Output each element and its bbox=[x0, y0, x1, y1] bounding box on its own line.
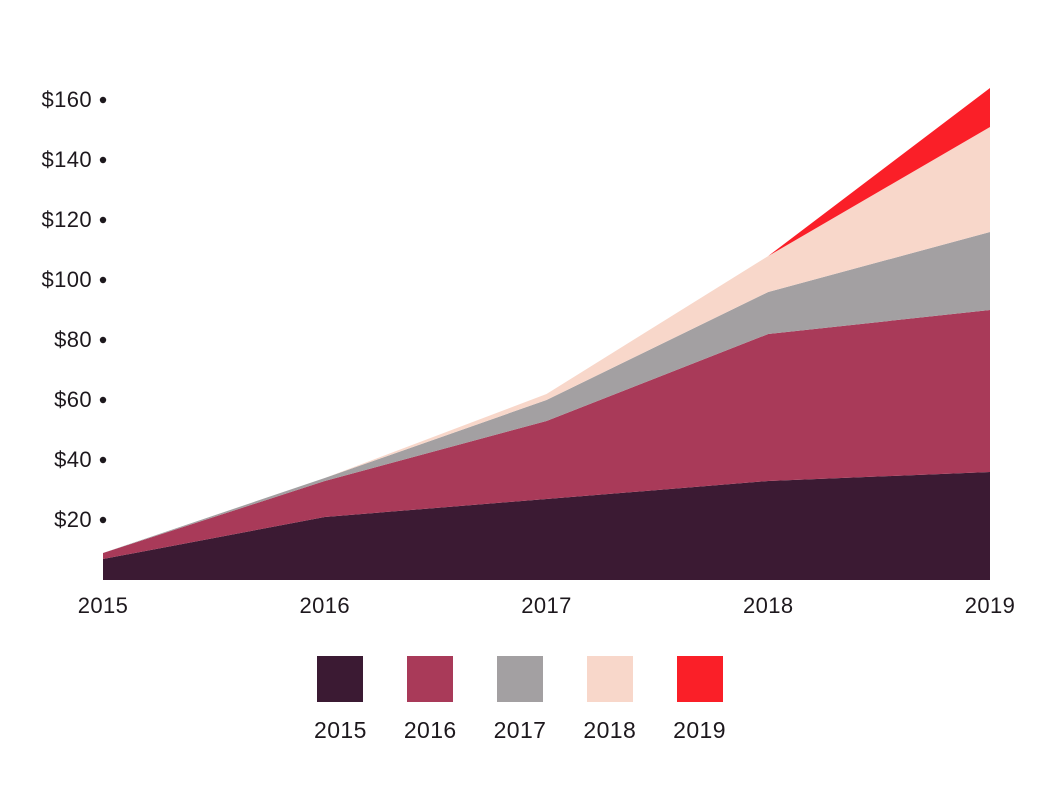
legend-item-2017: 2017 bbox=[494, 656, 547, 744]
legend-item-2019: 2019 bbox=[673, 656, 726, 744]
y-tick-dot bbox=[99, 216, 107, 224]
y-tick-label: $60 bbox=[54, 387, 92, 412]
y-tick-dot bbox=[99, 456, 107, 464]
x-tick-label: 2016 bbox=[299, 593, 351, 618]
legend-swatch-2016 bbox=[407, 656, 454, 702]
legend-item-2018: 2018 bbox=[583, 656, 636, 744]
legend-label: 2016 bbox=[403, 717, 457, 743]
x-tick-label: 2018 bbox=[742, 593, 794, 618]
y-tick-label: $120 bbox=[41, 207, 92, 232]
y-tick-dot bbox=[99, 516, 107, 524]
legend-label: 2015 bbox=[314, 717, 367, 743]
x-tick-label: 2017 bbox=[521, 593, 572, 618]
y-tick-dot bbox=[99, 156, 107, 164]
legend-swatch-2018 bbox=[586, 656, 633, 702]
legend-item-2015: 2015 bbox=[314, 656, 367, 744]
area-series-2017 bbox=[103, 232, 990, 553]
legend-label: 2019 bbox=[673, 717, 726, 743]
x-tick-label: 2019 bbox=[964, 593, 1016, 618]
y-tick-label: $160 bbox=[41, 87, 92, 112]
legend-swatch-2017 bbox=[497, 656, 543, 702]
y-tick-dot bbox=[99, 336, 107, 344]
chart-legend: 2015 2016 2017 2018 2019 bbox=[0, 656, 1040, 744]
y-tick-label: $140 bbox=[41, 147, 92, 172]
legend-label: 2017 bbox=[493, 717, 547, 743]
y-tick-label: $40 bbox=[54, 447, 92, 472]
y-tick-label: $100 bbox=[41, 267, 92, 292]
area-series-2015 bbox=[103, 472, 990, 580]
legend-item-2016: 2016 bbox=[404, 656, 457, 744]
legend-swatch-2015 bbox=[317, 656, 364, 702]
y-tick-label: $20 bbox=[54, 507, 92, 532]
x-tick-label: 2015 bbox=[77, 593, 129, 618]
y-tick-label: $80 bbox=[54, 327, 92, 352]
y-tick-dot bbox=[99, 96, 107, 104]
legend-label: 2018 bbox=[583, 717, 637, 743]
y-tick-dot bbox=[99, 276, 107, 284]
y-tick-dot bbox=[99, 396, 107, 404]
legend-swatch-2019 bbox=[676, 656, 723, 702]
area-series-2016 bbox=[103, 310, 990, 559]
